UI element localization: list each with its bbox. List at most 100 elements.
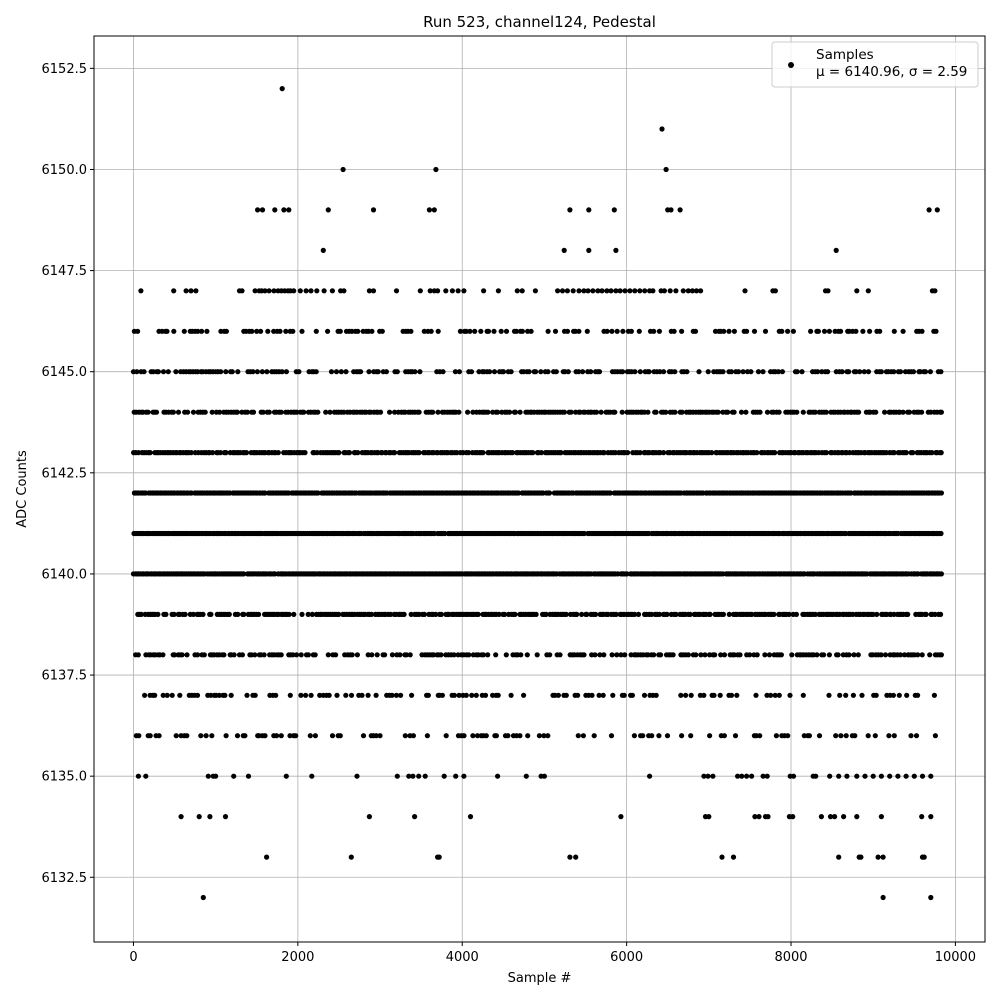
data-point: [336, 611, 342, 618]
legend: Samples μ = 6140.96, σ = 2.59: [771, 41, 979, 88]
data-point: [755, 369, 762, 375]
data-point: [635, 611, 642, 618]
y-tick-label: 6132.5: [42, 871, 88, 886]
data-point: [856, 409, 862, 415]
data-point: [928, 814, 934, 820]
data-point: [754, 652, 760, 658]
data-point: [787, 692, 793, 698]
data-point: [747, 652, 753, 658]
data-point: [672, 369, 678, 375]
data-point: [785, 328, 791, 334]
data-point: [707, 611, 713, 618]
data-point: [216, 692, 222, 698]
data-point: [244, 692, 250, 698]
data-point: [509, 450, 516, 456]
data-point: [138, 288, 144, 294]
data-point: [183, 288, 189, 294]
data-point: [325, 328, 331, 334]
data-point: [454, 450, 460, 456]
data-point: [255, 207, 261, 213]
data-point: [475, 611, 481, 618]
data-point: [387, 409, 393, 415]
data-point: [495, 773, 501, 779]
y-tick-label: 6142.5: [42, 466, 88, 481]
legend-series-name: Samples: [816, 47, 874, 63]
data-point: [439, 692, 445, 698]
data-point: [833, 733, 839, 739]
data-point: [688, 692, 694, 698]
data-point: [705, 773, 711, 779]
data-point: [607, 490, 613, 496]
data-point: [568, 409, 574, 415]
data-point: [915, 692, 921, 698]
data-point: [260, 409, 266, 415]
data-point: [294, 652, 300, 658]
data-point: [685, 288, 691, 294]
data-point: [198, 733, 204, 739]
data-point: [585, 288, 591, 294]
data-point: [806, 733, 813, 739]
data-point: [409, 692, 415, 698]
data-point: [546, 490, 553, 496]
data-point: [470, 409, 476, 415]
data-point: [844, 773, 850, 779]
data-point: [732, 733, 739, 739]
data-point: [278, 652, 284, 658]
data-point: [825, 288, 831, 294]
data-point: [141, 369, 147, 375]
data-point: [135, 652, 141, 658]
data-point: [337, 328, 343, 334]
data-point: [725, 409, 731, 415]
data-point: [402, 733, 408, 739]
data-point: [632, 369, 638, 375]
data-point: [932, 611, 938, 618]
data-point: [393, 288, 400, 294]
data-point: [508, 369, 514, 375]
data-point: [165, 369, 171, 375]
data-point: [428, 328, 434, 334]
data-point: [519, 328, 526, 334]
data-point: [854, 773, 860, 779]
data-point: [204, 328, 210, 334]
data-point: [656, 733, 662, 739]
data-point: [545, 328, 551, 334]
data-point: [772, 288, 779, 294]
data-point: [647, 773, 653, 779]
x-tick-label: 0: [129, 950, 137, 965]
data-point: [465, 409, 471, 415]
data-point: [160, 369, 167, 375]
data-point: [223, 733, 229, 739]
data-point: [440, 369, 446, 375]
data-point: [223, 328, 229, 334]
data-point: [451, 692, 457, 698]
data-point: [563, 692, 569, 698]
data-point: [348, 854, 354, 860]
data-point: [604, 288, 610, 294]
data-point: [170, 409, 176, 415]
data-point: [903, 450, 909, 456]
data-point: [519, 288, 525, 294]
data-point: [487, 369, 493, 375]
data-point: [815, 369, 821, 375]
data-point: [772, 692, 778, 698]
data-point: [441, 773, 447, 779]
data-point: [648, 611, 655, 618]
data-point: [481, 288, 487, 294]
data-point: [629, 692, 636, 698]
data-point: [323, 409, 329, 415]
data-point: [865, 369, 872, 375]
data-point: [575, 733, 581, 739]
data-point: [512, 409, 519, 415]
data-point: [880, 854, 886, 860]
x-tick-label: 10000: [935, 950, 976, 965]
data-point: [433, 611, 439, 618]
data-point: [650, 288, 656, 294]
data-point: [580, 369, 586, 375]
data-point: [596, 369, 603, 375]
data-point: [618, 814, 624, 820]
data-point: [392, 450, 398, 456]
y-tick-label: 6145.0: [42, 365, 88, 380]
data-point: [825, 369, 831, 375]
data-point: [545, 369, 551, 375]
data-point: [760, 369, 766, 375]
